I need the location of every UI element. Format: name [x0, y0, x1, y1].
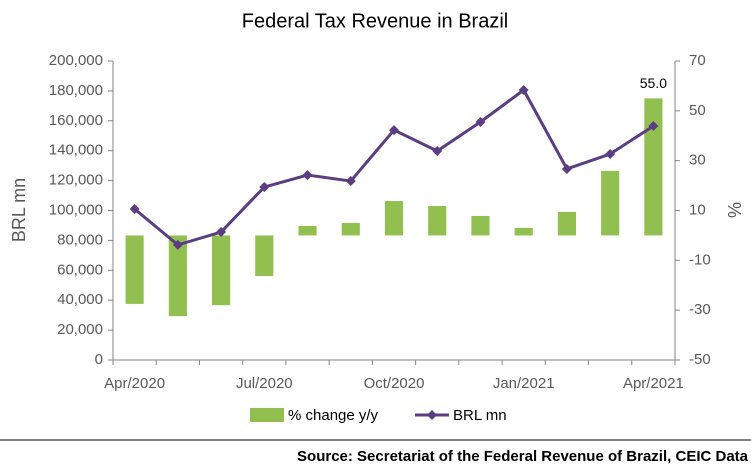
marker [172, 239, 183, 250]
y-tick-label: 20,000 [57, 321, 103, 338]
y-tick-label: 80,000 [57, 231, 103, 248]
marker [302, 170, 313, 181]
y2-tick-label: -10 [689, 251, 711, 268]
y-tick-label: 60,000 [57, 261, 103, 278]
x-tick-label: Oct/2020 [364, 375, 425, 392]
marker [518, 85, 529, 96]
y2-axis-label: % [725, 202, 745, 218]
bar [644, 98, 663, 236]
y-tick-label: 40,000 [57, 291, 103, 308]
y2-tick-label: 30 [689, 152, 706, 169]
marker [432, 145, 443, 156]
y-axis-label: BRL mn [9, 178, 29, 242]
x-tick-label: Apr/2021 [623, 375, 684, 392]
chart-title: Federal Tax Revenue in Brazil [242, 10, 508, 32]
marker [389, 125, 399, 136]
y2-tick-label: 70 [689, 52, 706, 69]
y2-tick-label: -30 [689, 301, 711, 318]
bar [341, 222, 360, 236]
bar [471, 215, 490, 236]
bar [557, 211, 577, 236]
y-tick-label: 0 [95, 351, 103, 368]
legend-label: % change y/y [288, 407, 379, 424]
marker [561, 163, 572, 174]
bar [601, 170, 620, 236]
legend-label: BRL mn [453, 407, 507, 424]
y2-tick-label: 50 [689, 102, 706, 119]
bar [428, 206, 447, 236]
bar [168, 235, 187, 317]
y-tick-label: 140,000 [49, 142, 103, 159]
marker [345, 176, 356, 187]
x-tick-label: Jul/2020 [236, 375, 293, 392]
x-tick-label: Apr/2020 [104, 375, 165, 392]
bar [384, 201, 404, 236]
legend-swatch [250, 408, 284, 422]
bar [514, 227, 533, 236]
marker [129, 204, 140, 215]
bar [125, 235, 144, 304]
y-tick-label: 200,000 [49, 52, 103, 69]
y-tick-label: 180,000 [49, 82, 103, 99]
data-label: 55.0 [640, 75, 667, 91]
x-tick-label: Jan/2021 [493, 375, 555, 392]
bar [211, 235, 231, 306]
y-tick-label: 120,000 [49, 172, 103, 189]
y2-tick-label: -50 [689, 351, 711, 368]
marker [648, 121, 659, 132]
y2-tick-label: 10 [689, 201, 706, 218]
y-tick-label: 160,000 [49, 112, 103, 129]
marker [605, 148, 616, 159]
marker [475, 116, 486, 127]
marker [216, 227, 227, 238]
source: Source: Secretariat of the Federal Reven… [297, 448, 749, 465]
bar [298, 225, 317, 236]
legend-marker [427, 410, 437, 420]
marker [259, 182, 270, 193]
y-tick-label: 100,000 [49, 201, 103, 218]
bar [255, 235, 274, 277]
